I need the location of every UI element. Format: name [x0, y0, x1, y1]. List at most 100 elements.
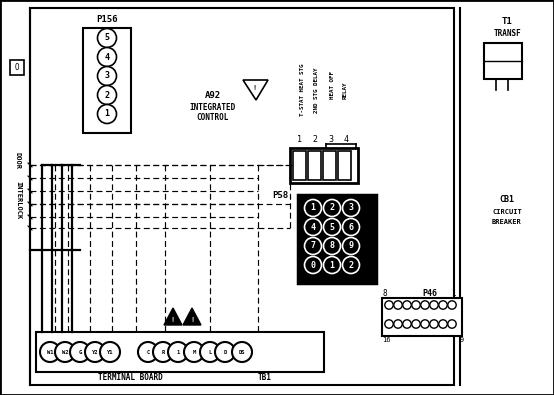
Circle shape [448, 320, 456, 328]
Text: 2: 2 [312, 135, 317, 145]
Polygon shape [183, 308, 201, 325]
Text: BREAKER: BREAKER [492, 219, 522, 225]
Circle shape [430, 320, 438, 328]
Circle shape [40, 342, 60, 362]
Circle shape [184, 342, 204, 362]
Text: W1: W1 [47, 350, 53, 354]
Text: 4: 4 [343, 135, 348, 145]
Text: INTEGRATED: INTEGRATED [190, 102, 236, 111]
Text: 4: 4 [105, 53, 110, 62]
Bar [83, 28, 131, 133]
Circle shape [100, 342, 120, 362]
Circle shape [215, 342, 235, 362]
Text: CB1: CB1 [500, 196, 515, 205]
Text: 1: 1 [297, 135, 302, 145]
Text: 1: 1 [451, 290, 455, 299]
Text: TRANSF: TRANSF [493, 30, 521, 38]
Circle shape [55, 342, 75, 362]
Circle shape [98, 66, 116, 85]
Circle shape [305, 256, 321, 273]
Text: T-STAT HEAT STG: T-STAT HEAT STG [300, 64, 305, 116]
Text: 8: 8 [330, 241, 335, 250]
Bar [290, 148, 358, 183]
Circle shape [305, 218, 321, 235]
Text: 5: 5 [105, 34, 110, 43]
Circle shape [412, 320, 420, 328]
Text: 1: 1 [330, 260, 335, 269]
Text: W2: W2 [61, 350, 68, 354]
Text: R: R [161, 350, 165, 354]
Bar [36, 332, 324, 372]
Polygon shape [164, 308, 182, 325]
Text: G: G [78, 350, 81, 354]
Text: 1: 1 [310, 203, 315, 213]
Circle shape [342, 256, 360, 273]
Circle shape [98, 47, 116, 66]
Circle shape [305, 199, 321, 216]
Text: 6: 6 [348, 222, 353, 231]
Text: !: ! [190, 317, 194, 323]
Text: 2: 2 [105, 90, 110, 100]
Circle shape [85, 342, 105, 362]
Circle shape [439, 301, 447, 309]
Text: M: M [192, 350, 196, 354]
Circle shape [324, 218, 341, 235]
Text: 9: 9 [348, 241, 353, 250]
Text: 9: 9 [460, 337, 464, 343]
Circle shape [430, 301, 438, 309]
Circle shape [385, 320, 393, 328]
Polygon shape [243, 80, 268, 100]
Bar [30, 8, 454, 385]
Circle shape [403, 301, 411, 309]
Circle shape [403, 320, 411, 328]
Text: TB1: TB1 [258, 374, 272, 382]
Text: O: O [15, 64, 19, 73]
Bar [0, 0, 554, 8]
Text: 3: 3 [105, 71, 110, 81]
Text: 8: 8 [383, 290, 387, 299]
Text: 1: 1 [176, 350, 179, 354]
Text: C: C [146, 350, 150, 354]
Text: HEAT OFF: HEAT OFF [331, 71, 336, 99]
Text: 4: 4 [310, 222, 315, 231]
Text: P156: P156 [96, 15, 118, 24]
Text: 7: 7 [310, 241, 315, 250]
Text: 2: 2 [348, 260, 353, 269]
Circle shape [342, 218, 360, 235]
Text: A92: A92 [205, 90, 221, 100]
Circle shape [342, 199, 360, 216]
Bar [338, 151, 351, 180]
Text: P58: P58 [272, 190, 288, 199]
Circle shape [342, 237, 360, 254]
Text: 2: 2 [330, 203, 335, 213]
Bar [323, 151, 336, 180]
Text: !: ! [171, 317, 175, 323]
Text: 0: 0 [310, 260, 315, 269]
Circle shape [168, 342, 188, 362]
Text: 1: 1 [105, 109, 110, 118]
Circle shape [412, 301, 420, 309]
Circle shape [394, 320, 402, 328]
Bar [293, 151, 306, 180]
Text: P46: P46 [423, 290, 438, 299]
Circle shape [98, 105, 116, 124]
Text: D: D [223, 350, 227, 354]
Text: DOOR: DOOR [15, 152, 21, 169]
Bar [308, 151, 321, 180]
Text: L: L [208, 350, 212, 354]
Circle shape [200, 342, 220, 362]
Text: 2ND STG DELAY: 2ND STG DELAY [315, 67, 320, 113]
Circle shape [324, 256, 341, 273]
Circle shape [98, 85, 116, 105]
Circle shape [98, 28, 116, 47]
Circle shape [138, 342, 158, 362]
Text: 3: 3 [348, 203, 353, 213]
Circle shape [421, 320, 429, 328]
Circle shape [232, 342, 252, 362]
Bar [382, 298, 462, 336]
Text: !: ! [253, 85, 257, 91]
Bar [484, 43, 522, 79]
Circle shape [324, 237, 341, 254]
Circle shape [153, 342, 173, 362]
Bar [10, 60, 24, 75]
